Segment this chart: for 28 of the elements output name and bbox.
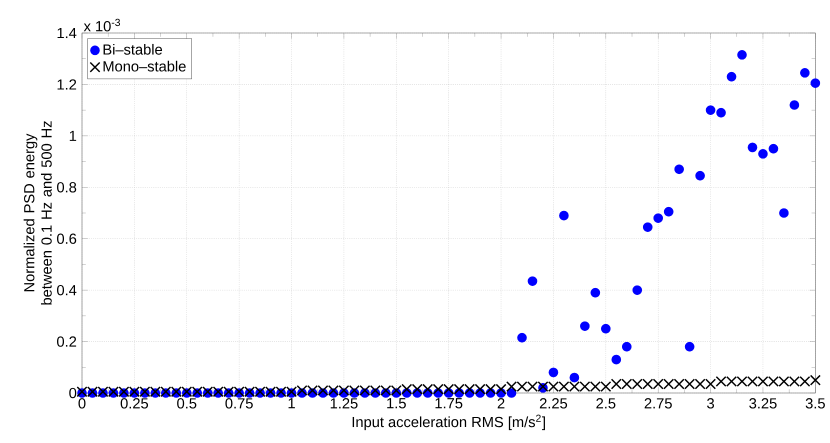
x-tick-label: 1.5 [387,398,406,408]
y-tick-label: 0.2 [57,336,76,347]
x-tick-label: 0.75 [225,398,253,409]
text: x 10$^{-3}$ [84,18,120,32]
x-tick-label: 0 [78,398,86,409]
y-tick-label: 0.6 [57,234,76,244]
y-tick-label: 0.8 [57,182,76,192]
y-tick-label: 1.4 [58,28,76,38]
x-tick-label: 3 [707,398,714,409]
y-tick-label: 0.4 [57,284,76,296]
x-tick-label: 2.5 [596,398,616,409]
x-tick-label: 3.25 [749,398,777,409]
x-tick-label: 2.75 [644,398,672,409]
y-tick-label: 1 [70,130,76,141]
x-tick-label: 0.25 [120,398,148,409]
y-tick-label: 0 [69,388,76,398]
x-tick-label: 2 [498,398,504,408]
y-tick-label: 1.2 [58,79,76,90]
x-tick-label: 1.75 [436,398,462,408]
legend-label: Bi–stable [104,44,162,55]
x-tick-label: 0.5 [177,398,196,409]
x-tick-label: 1 [288,398,295,408]
x-tick-label: 1.25 [330,398,358,409]
x-tick-label: 2.25 [540,398,568,409]
legend-label: Mono–stable [104,60,186,72]
y-axis-title: Normalized PSD energy between 0.1 Hz and 500 Hz [24,121,52,305]
x-axis-title: Input acceleration RMS [m/s$^{2}$] [352,414,545,430]
x-tick-label: 3.5 [806,398,825,409]
